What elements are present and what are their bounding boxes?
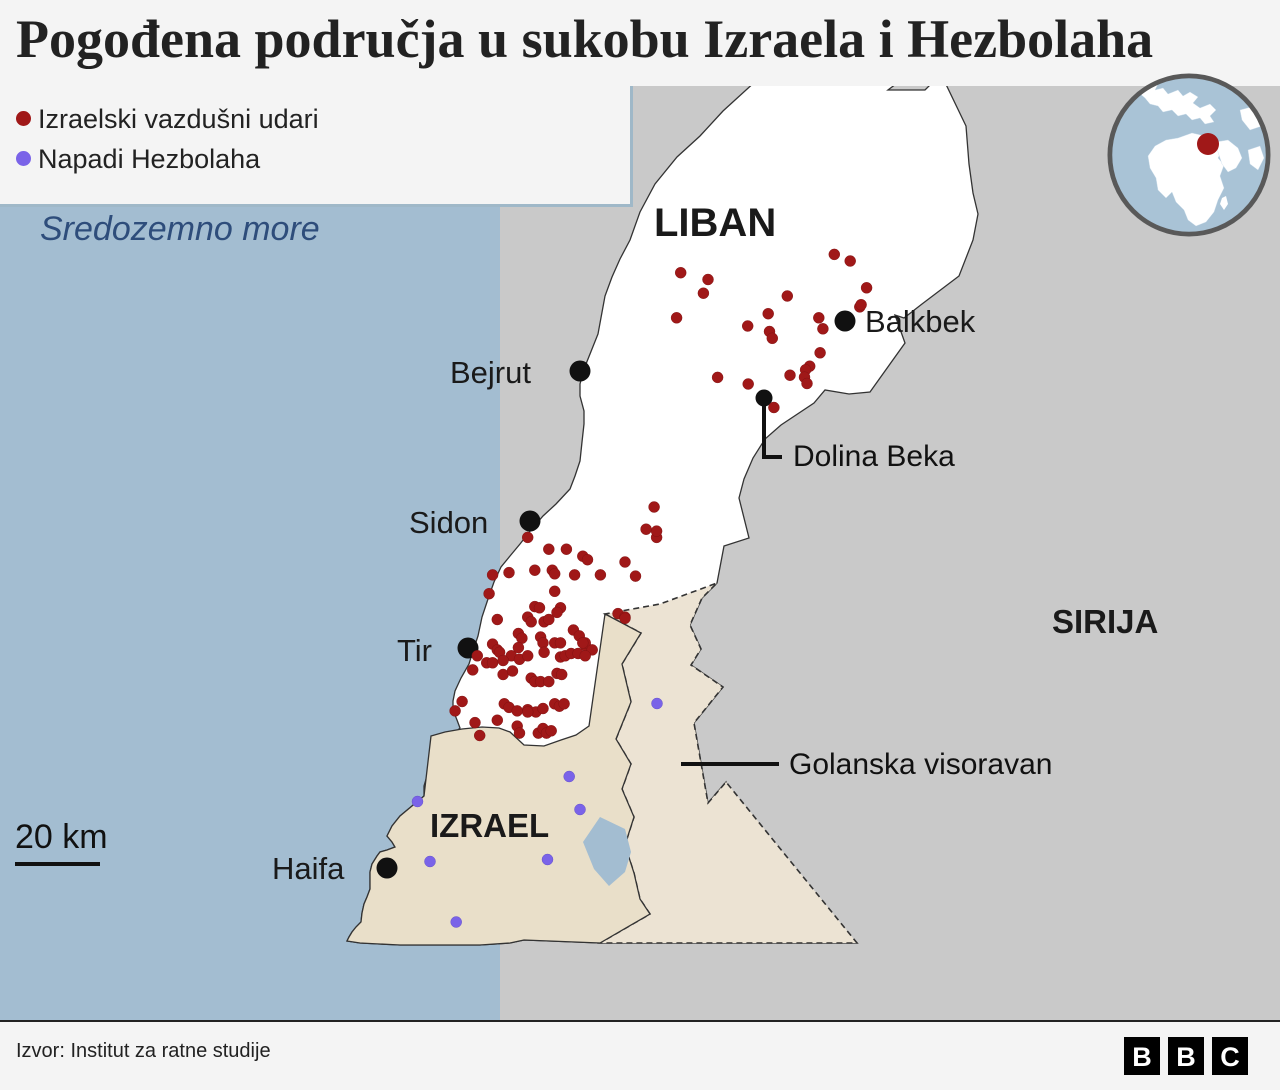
svg-text:Sidon: Sidon <box>409 505 488 540</box>
svg-text:B: B <box>1132 1042 1152 1072</box>
svg-text:SIRIJA: SIRIJA <box>1052 603 1158 640</box>
svg-text:Balkbek: Balkbek <box>865 304 976 339</box>
svg-text:Haifa: Haifa <box>272 851 345 886</box>
svg-text:Tir: Tir <box>397 633 432 668</box>
svg-text:Sredozemno more: Sredozemno more <box>40 210 320 248</box>
svg-text:20 km: 20 km <box>15 818 108 856</box>
svg-text:LIBAN: LIBAN <box>654 201 776 245</box>
svg-text:Golanska visoravan: Golanska visoravan <box>789 748 1052 781</box>
svg-text:Dolina Beka: Dolina Beka <box>793 440 955 473</box>
svg-text:C: C <box>1220 1042 1240 1072</box>
svg-text:Bejrut: Bejrut <box>450 355 531 390</box>
svg-text:B: B <box>1176 1042 1196 1072</box>
svg-text:IZRAEL: IZRAEL <box>430 807 549 844</box>
